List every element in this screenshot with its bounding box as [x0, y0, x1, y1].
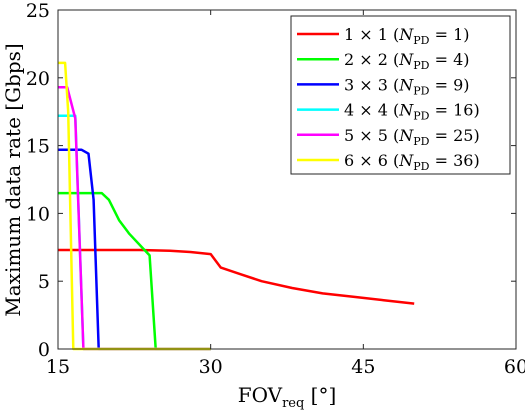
y-axis-ticks: 0 5 10 15 20 25: [26, 0, 516, 361]
x-axis-ticks: 15 30 45 60: [46, 10, 525, 378]
legend-label-6: 6 × 6 (NPD = 36): [344, 151, 480, 173]
y-tick-label: 20: [26, 68, 50, 90]
plot-frame: [57, 9, 517, 350]
x-tick-label: 60: [504, 356, 525, 378]
y-tick-label: 10: [26, 203, 50, 225]
legend-box: [290, 15, 511, 175]
y-tick-label: 0: [38, 339, 50, 361]
legend-label-5: 5 × 5 (NPD = 25): [344, 126, 480, 148]
legend: 1 × 1 (NPD = 1) 2 × 2 (NPD = 4) 3 × 3 (NPD…: [290, 15, 511, 175]
y-tick-label: 15: [26, 136, 50, 158]
legend-label-3: 3 × 3 (NPD = 9): [344, 75, 470, 97]
y-tick-label: 5: [38, 271, 50, 293]
legend-label-1: 1 × 1 (NPD = 1): [344, 25, 470, 47]
legend-label-4: 4 × 4 (NPD = 16): [344, 101, 480, 123]
x-tick-label: 30: [199, 356, 223, 378]
series-line-2: [58, 191, 211, 351]
series-line-1: [58, 248, 415, 305]
x-tick-label: 45: [351, 356, 375, 378]
x-axis-label: FOVreq [°]: [238, 383, 337, 411]
y-axis-label: Maximum data rate [Gbps]: [1, 43, 25, 316]
x-tick-label: 15: [46, 356, 70, 378]
y-tick-label: 25: [26, 0, 50, 22]
legend-label-2: 2 × 2 (NPD = 4): [344, 50, 470, 72]
